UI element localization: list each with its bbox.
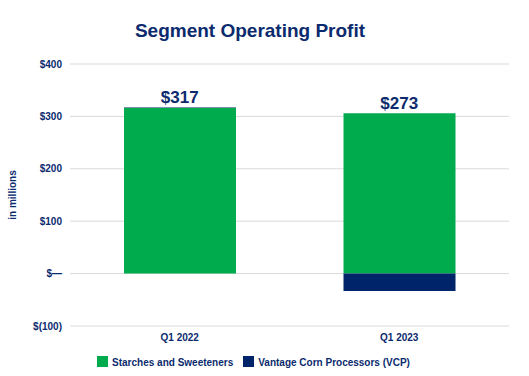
svg-text:$317: $317 [161,88,199,107]
svg-text:$—: $— [46,268,62,279]
svg-text:$300: $300 [40,111,63,122]
svg-text:$273: $273 [380,94,418,113]
html-text:Starches and Sweeteners: Starches and Sweeteners [112,357,234,368]
svg-text:Q1 2023: Q1 2023 [380,332,419,343]
html-text:Vantage Corn Processors (VCP): Vantage Corn Processors (VCP) [258,357,410,368]
svg-text:Q1 2022: Q1 2022 [161,332,200,343]
svg-text:$100: $100 [40,216,63,227]
svg-text:$200: $200 [40,163,63,174]
svg-text:$400: $400 [40,59,63,70]
svg-text:in millions: in millions [7,170,18,220]
svg-text:$(100): $(100) [33,321,62,332]
html-text:Segment Operating Profit: Segment Operating Profit [134,20,366,41]
